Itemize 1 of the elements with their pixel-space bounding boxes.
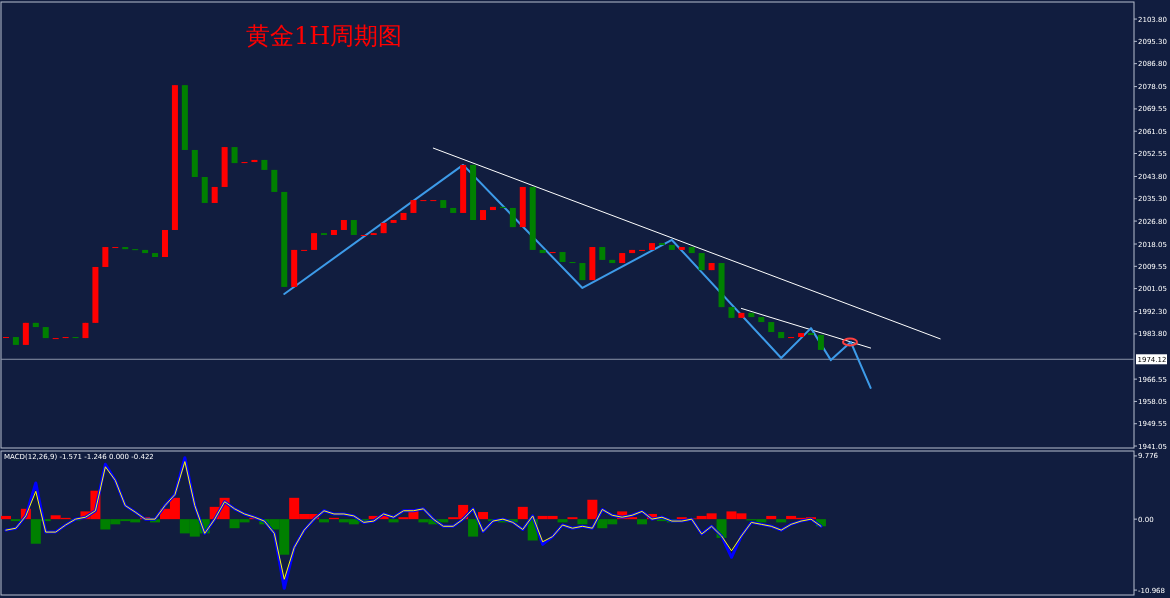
- text: 黄金1H周期图: [246, 22, 403, 50]
